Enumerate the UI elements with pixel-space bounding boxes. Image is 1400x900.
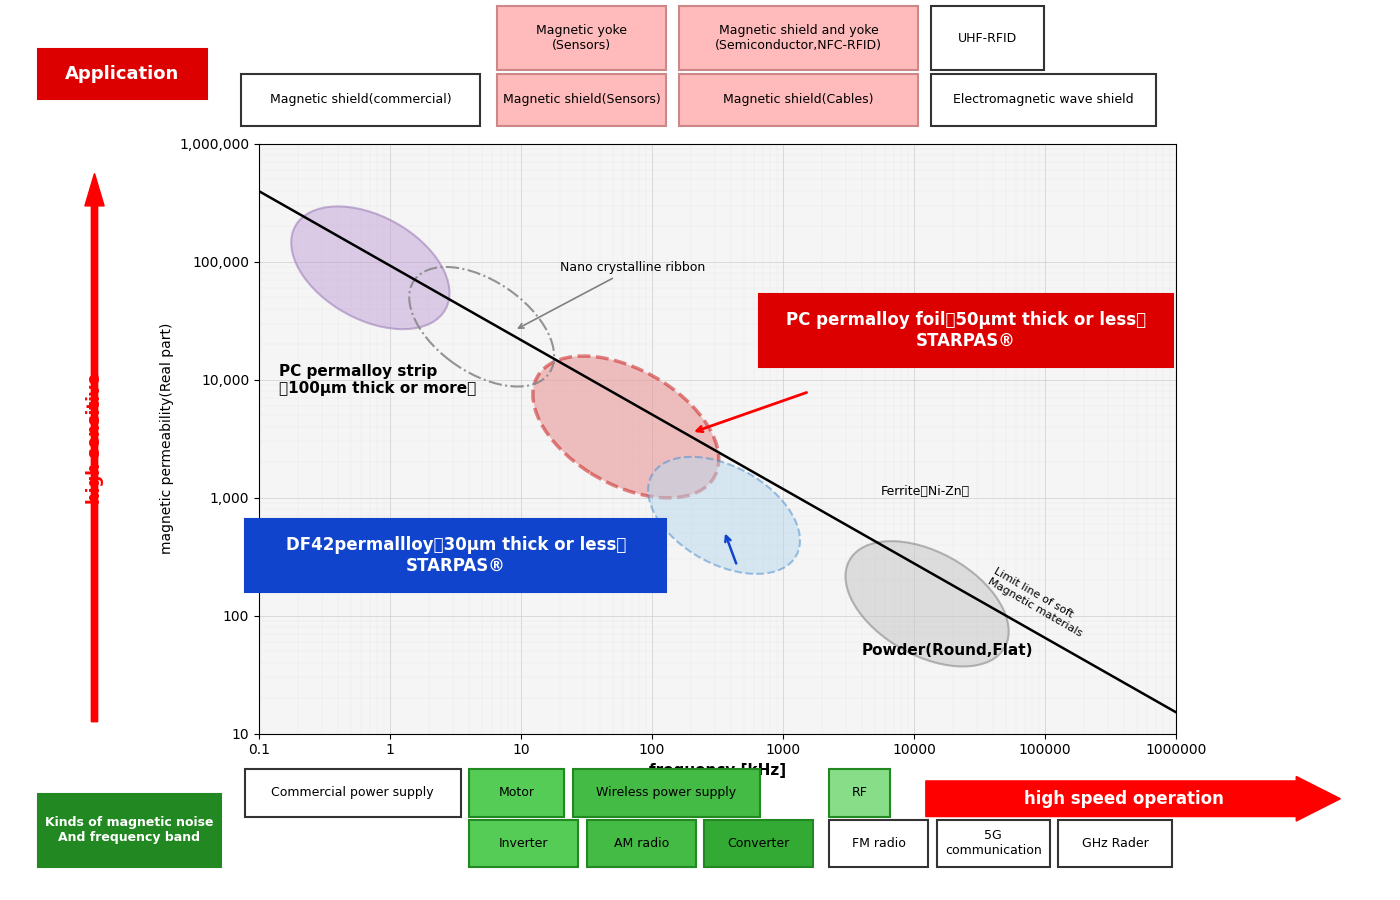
Text: AM radio: AM radio — [613, 837, 669, 850]
Ellipse shape — [648, 457, 799, 574]
Text: Electromagnetic wave shield: Electromagnetic wave shield — [953, 94, 1134, 106]
Text: Powder(Round,Flat): Powder(Round,Flat) — [861, 644, 1033, 659]
Text: Application: Application — [66, 65, 179, 83]
Text: Ferrite（Ni-Zn）: Ferrite（Ni-Zn） — [881, 485, 970, 499]
Text: Converter: Converter — [728, 837, 790, 850]
Text: PC permalloy strip
（100μm thick or more）: PC permalloy strip （100μm thick or more） — [279, 364, 476, 396]
X-axis label: frequency [kHz]: frequency [kHz] — [650, 763, 785, 778]
Ellipse shape — [291, 206, 449, 329]
Text: 5G
communication: 5G communication — [945, 829, 1042, 858]
FancyArrow shape — [925, 777, 1340, 821]
Text: Commercial power supply: Commercial power supply — [272, 787, 434, 799]
Text: GHz Rader: GHz Rader — [1082, 837, 1148, 850]
Text: Magnetic shield and yoke
(Semiconductor,NFC-RFID): Magnetic shield and yoke (Semiconductor,… — [715, 24, 882, 52]
Text: Inverter: Inverter — [498, 837, 549, 850]
Y-axis label: magnetic permeability(Real part): magnetic permeability(Real part) — [160, 323, 174, 554]
Text: Magnetic shield(commercial): Magnetic shield(commercial) — [270, 94, 451, 106]
Text: Motor: Motor — [498, 787, 535, 799]
Text: Limit line of soft
Magnetic materials: Limit line of soft Magnetic materials — [986, 566, 1089, 638]
Text: DF42permallloy（30μm thick or less）
STARPAS®: DF42permallloy（30μm thick or less） STARP… — [286, 536, 626, 575]
Text: Magnetic yoke
(Sensors): Magnetic yoke (Sensors) — [536, 24, 627, 52]
FancyArrow shape — [85, 174, 104, 722]
Text: FM radio: FM radio — [851, 837, 906, 850]
Text: Wireless power supply: Wireless power supply — [596, 787, 736, 799]
Text: Magnetic shield(Cables): Magnetic shield(Cables) — [724, 94, 874, 106]
Text: Kinds of magnetic noise
And frequency band: Kinds of magnetic noise And frequency ba… — [45, 816, 214, 844]
Text: high speed operation: high speed operation — [1025, 790, 1224, 808]
Text: Nano crystalline ribbon: Nano crystalline ribbon — [518, 261, 706, 328]
Text: PC permalloy foil（50μmt thick or less）
STARPAS®: PC permalloy foil（50μmt thick or less） S… — [785, 311, 1147, 350]
Text: RF: RF — [851, 787, 868, 799]
Text: high sensitive: high sensitive — [85, 374, 104, 504]
Ellipse shape — [846, 541, 1009, 667]
Text: UHF-RFID: UHF-RFID — [958, 32, 1018, 45]
Text: Magnetic shield(Sensors): Magnetic shield(Sensors) — [503, 94, 661, 106]
Ellipse shape — [533, 356, 718, 498]
